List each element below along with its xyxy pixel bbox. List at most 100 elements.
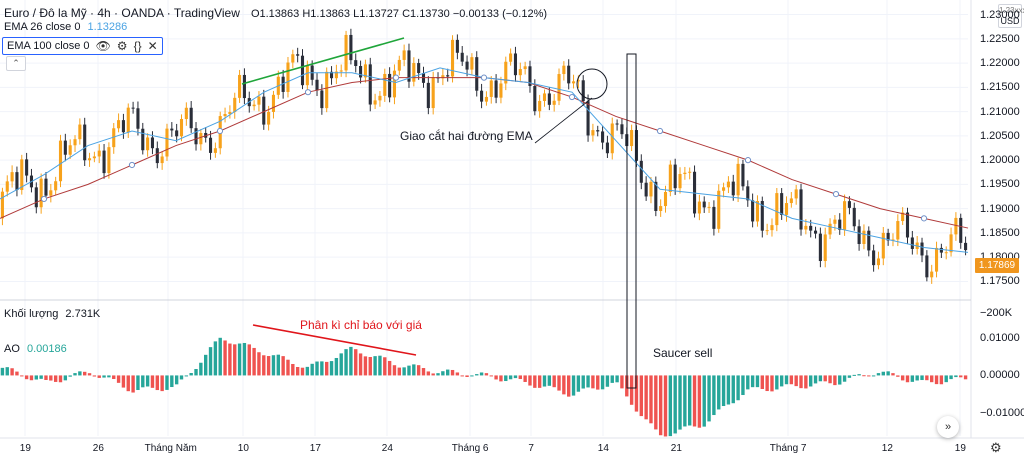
candle-body	[736, 163, 740, 196]
candle-body	[741, 163, 745, 187]
candle-body	[175, 130, 179, 137]
divergence-annotation: Phân kì chỉ báo với giá	[300, 318, 422, 332]
collapse-legend-button[interactable]: ⌃	[6, 56, 26, 71]
ao-bar	[784, 375, 789, 385]
ao-bar	[838, 375, 842, 385]
ao-bar	[5, 367, 9, 376]
ao-bar	[804, 375, 808, 389]
ao-bar	[842, 375, 847, 382]
time-label: 10	[237, 443, 249, 454]
ohlc-low-label: L	[353, 8, 360, 20]
candle-body	[150, 137, 155, 149]
ao-bar	[484, 373, 489, 376]
candle-body	[378, 95, 382, 101]
candle-body	[905, 212, 910, 238]
candle-body	[557, 74, 561, 101]
candle-body	[920, 242, 924, 256]
candle-body	[828, 223, 832, 235]
candle-body	[189, 107, 193, 129]
ao-label: AO	[4, 343, 20, 355]
candle-body	[460, 52, 464, 62]
candle-body	[257, 96, 261, 105]
ao-bar	[470, 375, 474, 377]
ao-bar	[833, 375, 837, 386]
candle-body	[0, 191, 4, 219]
ao-bar	[654, 375, 658, 430]
ema100-legend[interactable]: EMA 100 close 0 👁 ⚙ {} ✕	[2, 37, 163, 55]
ao-bar	[886, 371, 890, 376]
ao-bar	[697, 375, 702, 428]
candle-body	[484, 96, 488, 102]
ao-bar	[436, 373, 440, 376]
candle-body	[857, 226, 861, 245]
candle-body	[126, 107, 130, 133]
ao-bar	[73, 373, 77, 376]
ao-bar	[620, 375, 624, 389]
ema-marker	[392, 74, 400, 81]
candle-body	[20, 159, 24, 191]
code-icon[interactable]: {}	[133, 39, 142, 53]
candle-body	[949, 234, 953, 253]
candle-body	[610, 123, 614, 154]
candle-body	[117, 120, 121, 129]
ohlc-open-label: O	[250, 8, 260, 20]
ao-bar	[900, 375, 905, 381]
candle-body	[712, 206, 716, 229]
ao-bar	[755, 375, 760, 388]
candle-body	[533, 86, 537, 112]
ao-bar	[726, 375, 731, 405]
ao-bar	[828, 375, 832, 384]
ao-bar	[199, 362, 203, 376]
ao-bar	[354, 349, 358, 376]
ao-bar	[334, 357, 339, 376]
ao-bar	[925, 375, 929, 381]
ao-bar	[126, 375, 130, 392]
ao-bar	[760, 375, 764, 390]
candle-body	[417, 63, 421, 74]
ao-legend[interactable]: AO 0.00186	[4, 343, 67, 355]
ao-bar	[102, 375, 106, 378]
candle-body	[925, 255, 929, 278]
candle-body	[392, 70, 397, 98]
ao-bar	[779, 375, 784, 387]
ao-bar	[596, 375, 600, 390]
ao-bar	[634, 375, 639, 412]
ao-bar	[789, 375, 794, 385]
ao-bar	[910, 375, 915, 382]
candle-body	[412, 63, 416, 82]
ao-bar	[271, 355, 276, 376]
candle-body	[441, 75, 445, 79]
ao-bar	[610, 375, 614, 383]
trendline-green	[241, 37, 405, 85]
eye-icon[interactable]: 👁	[95, 39, 111, 53]
ao-bar	[184, 375, 189, 377]
close-icon[interactable]: ✕	[147, 39, 158, 53]
time-label: Tháng 6	[451, 443, 489, 454]
currency-selector[interactable]: 1.23xxx USD	[998, 4, 1024, 28]
candle-body	[383, 73, 387, 96]
ao-bar	[242, 342, 247, 376]
ao-bar	[571, 375, 576, 396]
ao-bar	[542, 375, 547, 387]
ao-bar	[658, 375, 663, 436]
ao-bar	[562, 375, 566, 395]
ao-bar	[121, 375, 126, 388]
candle-body	[528, 66, 532, 87]
volume-value: 2.731K	[65, 308, 101, 320]
candle-body	[325, 71, 329, 109]
candle-body	[746, 186, 750, 201]
scroll-to-realtime-button[interactable]: »	[937, 416, 959, 438]
volume-label: Khối lượng	[4, 308, 59, 320]
candle-body	[15, 172, 19, 191]
ao-bar	[329, 361, 334, 376]
volume-legend[interactable]: Khối lượng 2.731K	[4, 308, 100, 320]
settings-icon[interactable]: ⚙	[116, 39, 128, 53]
ao-bar	[799, 375, 803, 389]
chart-settings-icon[interactable]: ⚙	[990, 440, 1002, 455]
ao-bar	[0, 367, 5, 376]
candle-body	[165, 128, 169, 157]
ema26-legend[interactable]: EMA 26 close 0 1.13286	[4, 21, 127, 33]
candle-body	[876, 258, 881, 266]
ao-bar	[939, 375, 944, 385]
